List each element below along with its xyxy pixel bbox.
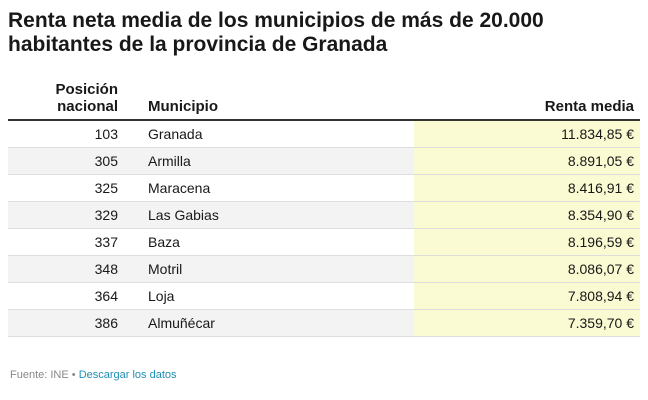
cell-renta: 8.891,05 € (414, 147, 640, 175)
table-row: 386 Almuñécar 7.359,70 € (8, 309, 640, 337)
download-data-link[interactable]: Descargar los datos (78, 369, 177, 381)
table-row: 325 Maracena 8.416,91 € (8, 174, 640, 202)
cell-renta: 7.808,94 € (414, 282, 640, 310)
column-header-municipio: Municipio (118, 79, 414, 121)
table-row: 305 Armilla 8.891,05 € (8, 147, 640, 175)
source-text: Fuente: INE (10, 369, 69, 381)
table-row: 103 Granada 11.834,85 € (8, 120, 640, 148)
cell-posicion: 103 (8, 120, 118, 148)
cell-posicion: 329 (8, 201, 118, 229)
source-footer: Fuente: INE • Descargar los datos (10, 369, 177, 381)
cell-renta: 8.416,91 € (414, 174, 640, 202)
cell-posicion: 348 (8, 255, 118, 283)
chart-title: Renta neta media de los municipios de má… (8, 9, 544, 56)
cell-municipio: Motril (118, 255, 414, 283)
cell-municipio: Granada (118, 120, 414, 148)
column-header-renta: Renta media (414, 79, 640, 121)
cell-municipio: Baza (118, 228, 414, 256)
cell-renta: 8.196,59 € (414, 228, 640, 256)
data-table: Posición nacional Municipio Renta media … (8, 79, 640, 337)
cell-renta: 8.354,90 € (414, 201, 640, 229)
cell-renta: 7.359,70 € (414, 309, 640, 337)
cell-renta: 8.086,07 € (414, 255, 640, 283)
cell-municipio: Maracena (118, 174, 414, 202)
cell-municipio: Almuñécar (118, 309, 414, 337)
table-row: 337 Baza 8.196,59 € (8, 228, 640, 256)
table-header-row: Posición nacional Municipio Renta media (8, 79, 640, 121)
cell-posicion: 305 (8, 147, 118, 175)
cell-municipio: Loja (118, 282, 414, 310)
cell-renta: 11.834,85 € (414, 120, 640, 148)
table-body: 103 Granada 11.834,85 €305 Armilla 8.891,05 … (8, 120, 640, 337)
cell-posicion: 325 (8, 174, 118, 202)
cell-municipio: Las Gabias (118, 201, 414, 229)
table-row: 348 Motril 8.086,07 € (8, 255, 640, 283)
cell-posicion: 364 (8, 282, 118, 310)
table-row: 329 Las Gabias 8.354,90 € (8, 201, 640, 229)
cell-posicion: 337 (8, 228, 118, 256)
source-separator: • (71, 369, 76, 381)
table-row: 364 Loja 7.808,94 € (8, 282, 640, 310)
column-header-posicion: Posición nacional (8, 79, 118, 121)
cell-municipio: Armilla (118, 147, 414, 175)
cell-posicion: 386 (8, 309, 118, 337)
